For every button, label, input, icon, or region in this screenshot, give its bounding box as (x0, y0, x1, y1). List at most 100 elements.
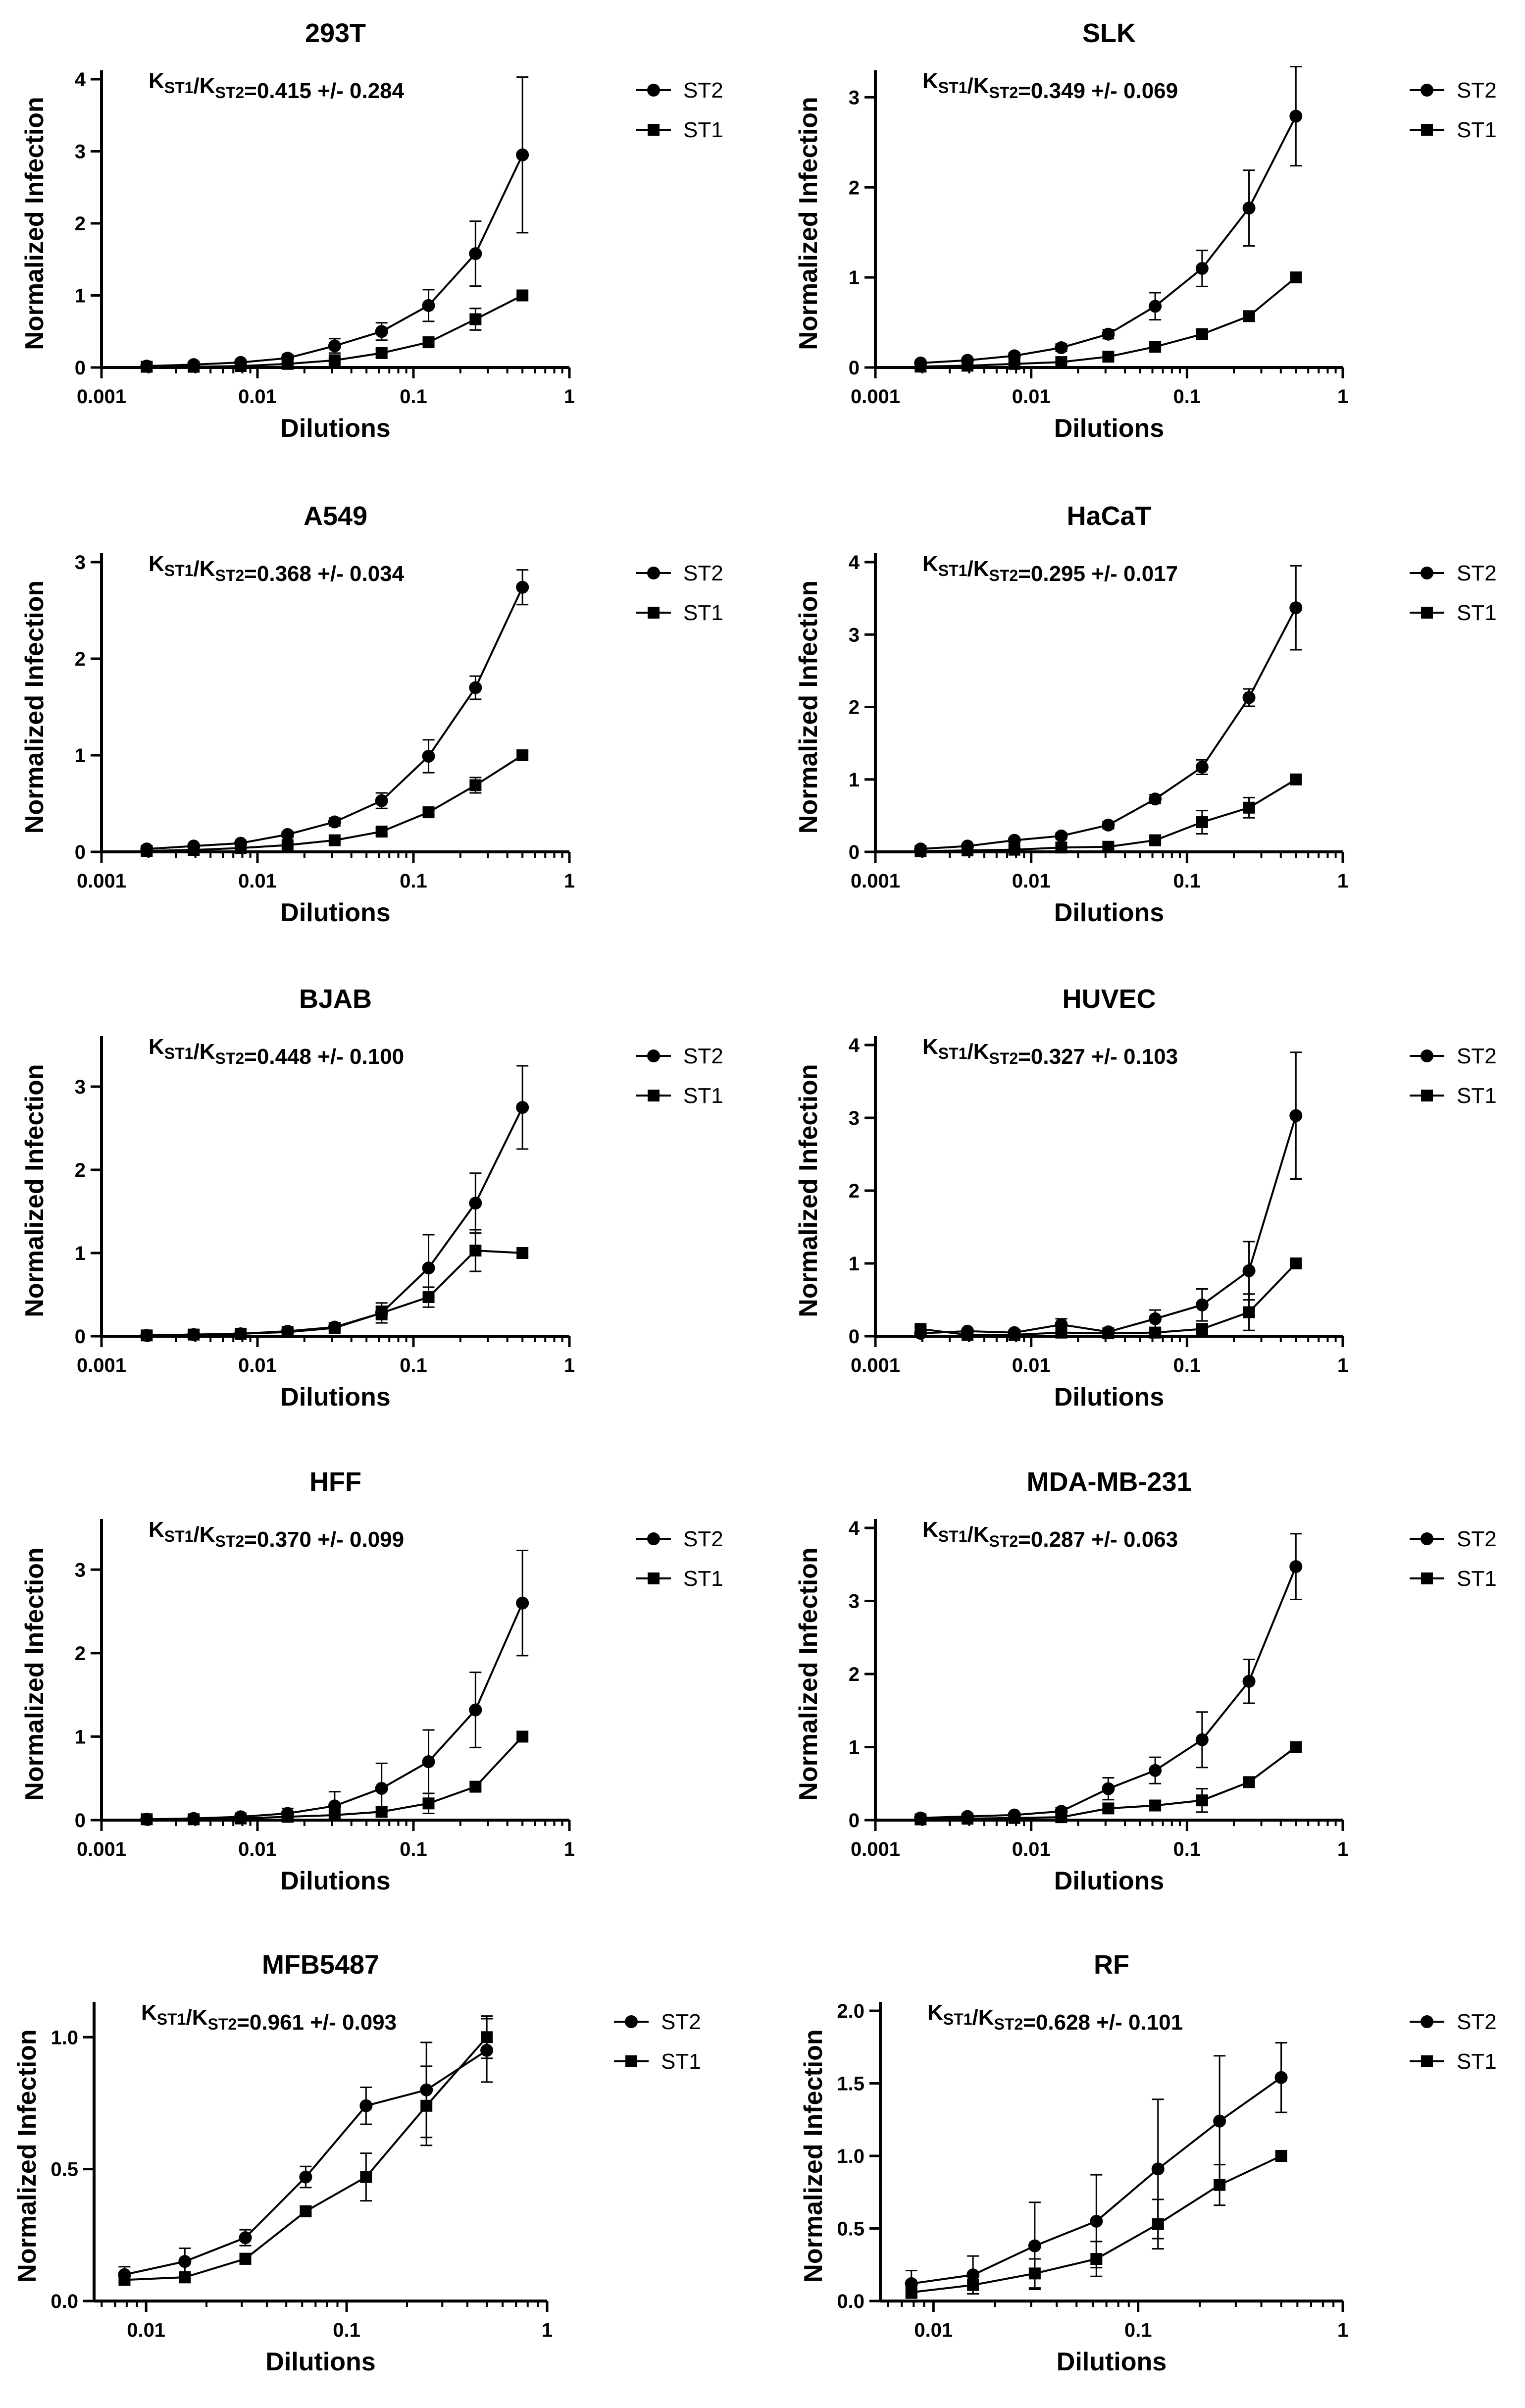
data-point (1149, 834, 1162, 846)
legend-label: ST2 (1457, 78, 1497, 103)
legend-marker (647, 1532, 660, 1545)
series-line (920, 115, 1297, 364)
data-point (422, 806, 435, 819)
y-tick-label: 0.0 (837, 2291, 864, 2312)
data-point (422, 1291, 435, 1304)
data-point (1243, 310, 1255, 322)
x-axis-title: Dilutions (280, 1383, 390, 1412)
data-point (1028, 2239, 1041, 2252)
x-tick-label: 0.01 (238, 1355, 277, 1376)
data-point (469, 1244, 482, 1256)
x-tick-label: 1 (1337, 2319, 1348, 2341)
data-point (1149, 1312, 1162, 1325)
legend-label: ST1 (683, 601, 723, 625)
x-tick-label: 0.1 (400, 870, 427, 892)
data-point (966, 2268, 980, 2282)
data-point (188, 844, 200, 856)
x-tick-label: 1 (564, 1838, 575, 1860)
data-point (422, 749, 435, 763)
x-tick-label: 1 (1337, 870, 1348, 892)
k-ratio-annotation: KST1/KST2=0.448 +/- 0.100 (149, 1035, 404, 1069)
legend-entry-st1: ST1 (636, 1567, 723, 1591)
data-point (375, 347, 388, 359)
data-point (281, 358, 294, 370)
series-st1 (141, 289, 529, 373)
legend-marker (1421, 84, 1433, 97)
x-tick-label: 0.01 (1012, 870, 1051, 892)
data-point (1290, 1741, 1302, 1753)
y-tick-label: 1 (75, 1726, 86, 1748)
series-st1 (141, 1730, 529, 1826)
series-line (124, 2049, 488, 2276)
data-point (375, 325, 388, 338)
data-point (1102, 1782, 1115, 1795)
y-tick-label: 1 (75, 1243, 86, 1264)
x-tick-label: 1 (564, 1355, 575, 1376)
y-axis-title: Normalized Infection (799, 2029, 828, 2282)
y-axis-title: Normalized Infection (794, 580, 823, 834)
x-tick-label: 0.01 (914, 2319, 953, 2341)
x-tick-label: 1 (1337, 1838, 1348, 1860)
x-axis-title: Dilutions (280, 898, 390, 927)
data-point (516, 289, 529, 302)
data-point (235, 842, 247, 854)
x-axis-title: Dilutions (280, 1867, 390, 1895)
series-line (147, 586, 523, 850)
legend-entry-st1: ST1 (1410, 1084, 1497, 1108)
data-point (1242, 202, 1256, 215)
data-point (1195, 1298, 1209, 1311)
data-point (1149, 792, 1162, 806)
chart-title: MFB5487 (262, 1950, 379, 1980)
y-tick-label: 3 (849, 1107, 860, 1129)
series-line (147, 1602, 524, 1821)
data-point (1289, 1109, 1303, 1122)
data-point (1290, 271, 1302, 284)
y-axis-title: Normalized Infection (20, 1064, 49, 1317)
legend-entry-st2: ST2 (636, 1044, 723, 1068)
y-tick-label: 0 (849, 1326, 860, 1348)
y-tick-label: 3 (75, 1559, 86, 1581)
y-tick-label: 4 (849, 1035, 860, 1056)
data-point (1242, 691, 1256, 704)
data-point (1195, 1733, 1209, 1746)
x-axis-title: Dilutions (1054, 414, 1164, 443)
y-axis-title: Normalized Infection (794, 1064, 823, 1317)
data-point (1275, 2150, 1287, 2162)
y-tick-label: 2 (849, 697, 860, 719)
y-tick-label: 3 (75, 1076, 86, 1098)
data-point (239, 2252, 252, 2265)
legend-entry-st2: ST2 (636, 78, 723, 103)
y-tick-label: 3 (849, 1591, 860, 1613)
legend-label: ST2 (661, 2010, 701, 2034)
data-point (1090, 2214, 1103, 2228)
data-point (118, 2274, 131, 2286)
chart-title: HFF (309, 1467, 361, 1497)
x-tick-label: 0.01 (1012, 386, 1051, 408)
x-tick-label: 0.1 (333, 2319, 360, 2341)
chart-panel: HaCaT 0.001 0.01 0.1 1 0 1 2 3 4 Dilutions Normaliz… (794, 501, 1497, 927)
legend-entry-st2: ST2 (636, 561, 723, 585)
legend-marker (1421, 1090, 1433, 1101)
x-tick-label: 0.1 (400, 386, 427, 408)
chart-title: 293T (305, 18, 366, 48)
data-point (235, 1327, 247, 1340)
series-st1 (915, 1741, 1302, 1826)
data-point (516, 1596, 529, 1610)
data-point (1149, 1799, 1162, 1812)
y-axis-title: Normalized Infection (20, 97, 49, 350)
data-point (360, 2171, 372, 2183)
data-point (1055, 1326, 1068, 1339)
legend-label: ST2 (683, 561, 723, 585)
y-tick-label: 1 (75, 285, 86, 307)
data-point (328, 815, 341, 829)
x-tick-label: 1 (1337, 1355, 1348, 1376)
data-point (516, 749, 529, 761)
series-st2 (118, 2018, 494, 2284)
data-point (300, 2205, 312, 2217)
data-point (1055, 1811, 1068, 1824)
legend-marker (1421, 2055, 1433, 2067)
legend-label: ST2 (1457, 1527, 1497, 1551)
data-point (1055, 356, 1068, 368)
data-point (1149, 341, 1162, 353)
